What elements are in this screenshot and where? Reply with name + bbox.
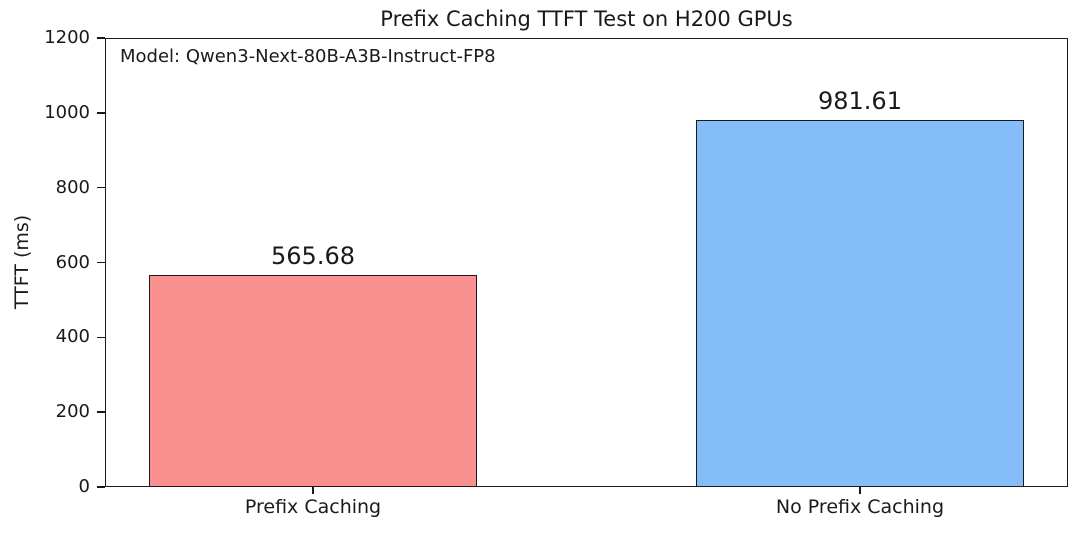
y-tick-mark [97, 112, 105, 114]
x-tick-label: No Prefix Caching [775, 496, 945, 518]
chart-title: Prefix Caching TTFT Test on H200 GPUs [380, 7, 793, 31]
y-tick-mark [97, 37, 105, 39]
y-tick-label: 0 [78, 476, 90, 497]
y-tick-label: 200 [55, 401, 90, 423]
bar-value-label: 981.61 [817, 86, 902, 115]
x-tick-label: Prefix Caching [244, 496, 382, 518]
y-tick-label: 1200 [44, 27, 90, 48]
y-tick-mark [97, 186, 105, 189]
x-tick-mark [859, 487, 861, 494]
y-tick-label: 800 [55, 176, 90, 198]
y-tick-mark [97, 336, 105, 339]
x-tick-mark [312, 487, 314, 494]
y-tick-label: 600 [55, 251, 90, 273]
bar-no-prefix-caching [696, 119, 1024, 487]
y-tick-label: 400 [55, 326, 90, 348]
y-tick-mark [97, 411, 105, 413]
model-annotation: Model: Qwen3-Next-80B-A3B-Instruct-FP8 [120, 46, 496, 67]
bar-value-label: 565.68 [271, 242, 355, 271]
bar-prefix-caching [149, 275, 477, 487]
plot-area: Model: Qwen3-Next-80B-A3B-Instruct-FP8 5… [105, 38, 1068, 487]
y-tick-mark [97, 486, 105, 488]
y-tick-label: 1000 [44, 101, 90, 123]
y-tick-mark [97, 261, 105, 264]
